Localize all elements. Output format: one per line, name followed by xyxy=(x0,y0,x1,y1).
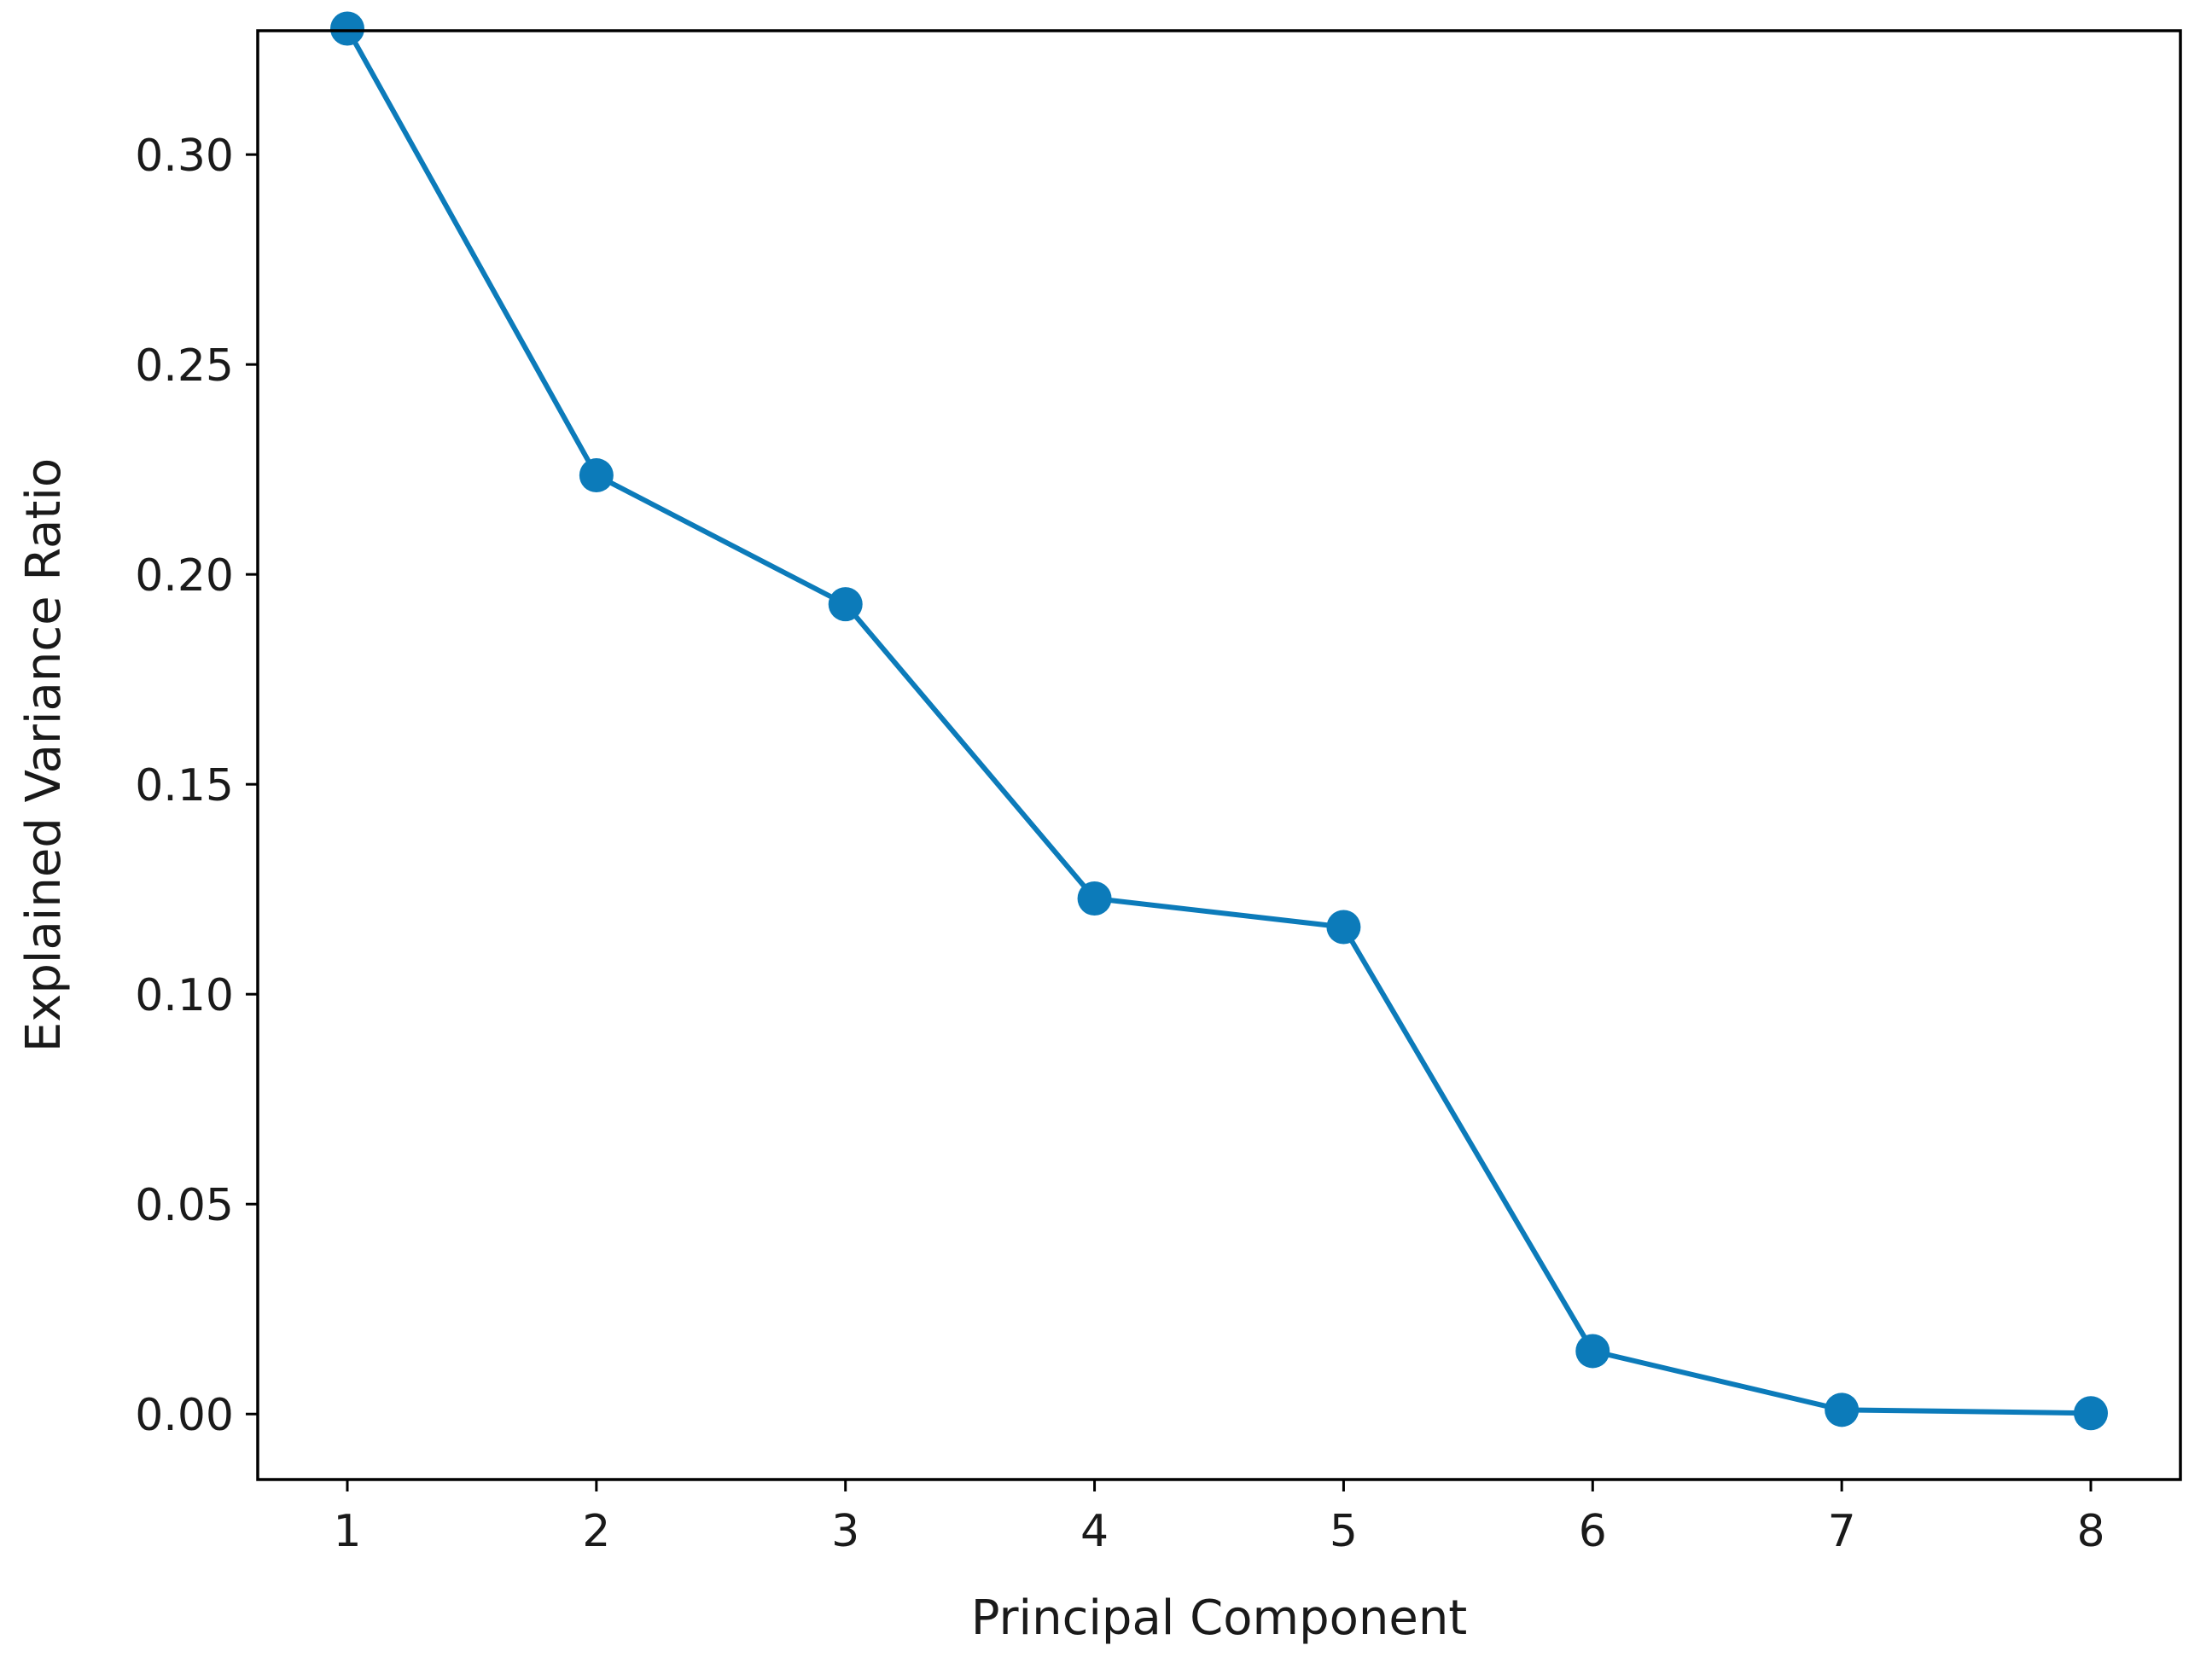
y-tick-label: 0.30 xyxy=(135,131,234,182)
x-tick-label: 2 xyxy=(582,1506,610,1557)
y-tick-label: 0.10 xyxy=(135,970,234,1021)
y-axis-label: Explained Variance Ratio xyxy=(16,458,72,1052)
data-point xyxy=(1326,910,1361,945)
x-axis-label: Principal Component xyxy=(971,1590,1468,1646)
y-tick-label: 0.15 xyxy=(135,760,234,811)
x-tick-label: 4 xyxy=(1080,1506,1109,1557)
series-line xyxy=(345,27,2092,1416)
y-tick-label: 0.05 xyxy=(135,1180,234,1231)
data-point xyxy=(828,587,863,622)
data-point xyxy=(1825,1392,1860,1427)
x-tick-label: 3 xyxy=(831,1506,859,1557)
data-point xyxy=(579,458,614,493)
data-point xyxy=(1077,881,1112,916)
x-tick-label: 1 xyxy=(333,1506,361,1557)
y-tick-label: 0.25 xyxy=(135,340,234,392)
plot-area: 0.00 0.05 0.10 0.15 0.20 0.25 0.30 1 2 3 4 5 6 7 8 xyxy=(135,11,2182,1557)
data-point xyxy=(330,11,364,46)
data-point xyxy=(2074,1396,2108,1431)
x-tick-label: 7 xyxy=(1828,1506,1856,1557)
x-tick-label: 6 xyxy=(1579,1506,1607,1557)
y-tick-label: 0.00 xyxy=(135,1390,234,1441)
x-tick-label: 8 xyxy=(2076,1506,2104,1557)
data-point xyxy=(1575,1334,1610,1369)
x-tick-label: 5 xyxy=(1330,1506,1358,1557)
y-tick-label: 0.20 xyxy=(135,550,234,602)
plot-frame xyxy=(256,29,2182,1481)
